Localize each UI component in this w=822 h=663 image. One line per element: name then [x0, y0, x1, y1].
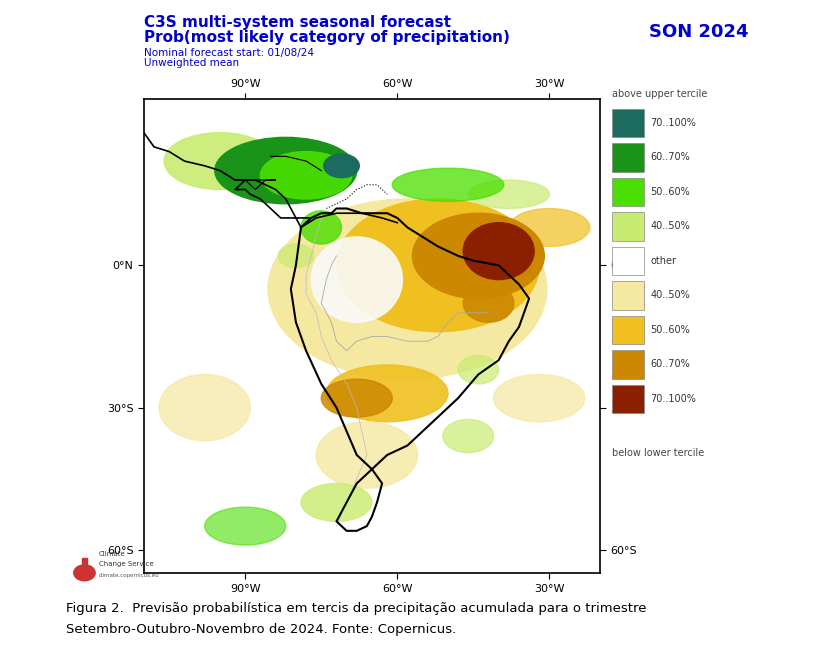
Ellipse shape [464, 284, 514, 322]
Text: above upper tercile: above upper tercile [612, 90, 708, 99]
Text: below lower tercile: below lower tercile [612, 448, 704, 457]
Text: climate.copernicus.eu: climate.copernicus.eu [99, 573, 159, 578]
Ellipse shape [509, 208, 590, 247]
Text: Nominal forecast start: 01/08/24: Nominal forecast start: 01/08/24 [144, 48, 314, 58]
Ellipse shape [443, 420, 494, 453]
Ellipse shape [413, 213, 544, 298]
Ellipse shape [301, 211, 342, 244]
Text: 50..60%: 50..60% [650, 187, 690, 197]
Ellipse shape [326, 365, 448, 422]
Ellipse shape [278, 244, 314, 268]
Text: SON 2024: SON 2024 [649, 23, 748, 41]
Ellipse shape [311, 237, 403, 322]
Ellipse shape [458, 355, 499, 384]
Ellipse shape [261, 152, 352, 199]
Text: 40..50%: 40..50% [650, 290, 690, 300]
Circle shape [74, 565, 95, 581]
Ellipse shape [464, 223, 534, 280]
Text: C3S multi-system seasonal forecast: C3S multi-system seasonal forecast [144, 15, 450, 30]
Text: Setembro-Outubro-Novembro de 2024. Fonte: Copernicus.: Setembro-Outubro-Novembro de 2024. Fonte… [66, 623, 456, 636]
Ellipse shape [215, 137, 357, 204]
Text: 70..100%: 70..100% [650, 394, 696, 404]
Ellipse shape [494, 375, 585, 422]
Bar [81, 550, 88, 570]
Text: Prob(most likely category of precipitation): Prob(most likely category of precipitati… [144, 30, 510, 45]
Text: 50..60%: 50..60% [650, 325, 690, 335]
Ellipse shape [392, 168, 504, 202]
Ellipse shape [268, 199, 547, 379]
Ellipse shape [164, 133, 275, 190]
Text: Unweighted mean: Unweighted mean [144, 58, 239, 68]
Ellipse shape [324, 154, 359, 178]
Ellipse shape [321, 379, 392, 417]
Text: 40..50%: 40..50% [650, 221, 690, 231]
Ellipse shape [159, 375, 251, 441]
Text: 60..70%: 60..70% [650, 359, 690, 369]
Text: Climate: Climate [99, 551, 126, 557]
Text: 70..100%: 70..100% [650, 118, 696, 128]
Ellipse shape [469, 180, 549, 208]
Text: 60..70%: 60..70% [650, 152, 690, 162]
Ellipse shape [336, 199, 539, 332]
Ellipse shape [205, 507, 286, 545]
Bar [82, 558, 86, 570]
Text: other: other [650, 256, 677, 266]
Ellipse shape [301, 483, 372, 521]
Text: Change Service: Change Service [99, 561, 154, 567]
Ellipse shape [316, 422, 418, 488]
Text: Figura 2.  Previsão probabilística em tercis da precipitação acumulada para o tr: Figura 2. Previsão probabilística em ter… [66, 602, 646, 615]
